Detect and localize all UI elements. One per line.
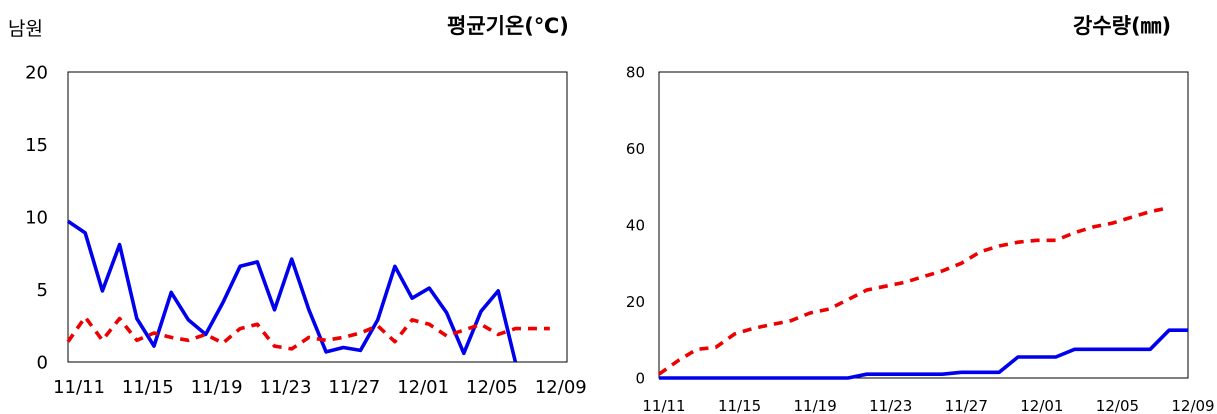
chart-title-temperature: 평균기온(℃): [447, 14, 569, 38]
x-tick-label: 12/05: [1096, 397, 1139, 414]
region-label: 남원: [8, 18, 43, 40]
series-line-2: [66, 315, 550, 351]
x-tick-label: 11/23: [869, 397, 912, 414]
series-line-1: [66, 219, 518, 363]
x-tick-label: 11/11: [642, 397, 685, 414]
x-tick-label: 12/09: [535, 377, 587, 398]
x-tick-label: 12/05: [466, 377, 518, 398]
x-tick-label: 11/15: [122, 377, 174, 398]
x-tick-label: 11/11: [53, 377, 105, 398]
x-tick-label: 11/19: [191, 377, 243, 398]
y-tick-label: 20: [626, 293, 645, 311]
y-tick-label: 20: [25, 62, 48, 83]
x-tick-label: 12/01: [397, 377, 449, 398]
plot-area: [67, 71, 568, 363]
x-tick-label: 11/23: [260, 377, 312, 398]
x-tick-label: 11/19: [794, 397, 837, 414]
y-tick-label: 80: [626, 63, 645, 81]
plot-area: [658, 71, 1189, 379]
y-tick-label: 40: [626, 216, 645, 234]
x-tick-label: 11/27: [945, 397, 988, 414]
y-tick-label: 0: [635, 369, 645, 387]
chart-title-precipitation: 강수량(㎜): [1073, 14, 1172, 38]
x-tick-label: 11/27: [328, 377, 380, 398]
series-line-2: [657, 206, 1170, 376]
x-tick-label: 11/15: [718, 397, 761, 414]
y-tick-label: 60: [626, 140, 645, 158]
x-tick-label: 12/09: [1171, 397, 1214, 414]
y-tick-label: 0: [37, 352, 48, 373]
y-tick-label: 5: [37, 280, 48, 301]
x-tick-label: 12/01: [1020, 397, 1063, 414]
y-tick-label: 10: [25, 207, 48, 228]
series-line-1: [659, 328, 1188, 380]
y-tick-label: 15: [25, 135, 48, 156]
